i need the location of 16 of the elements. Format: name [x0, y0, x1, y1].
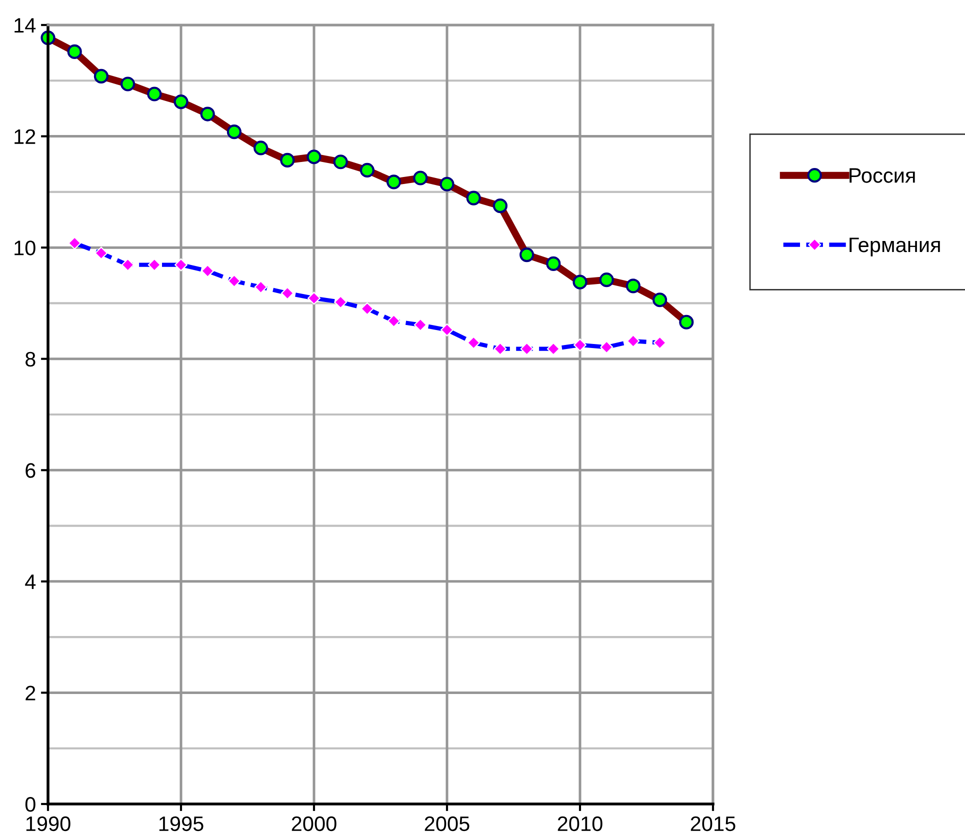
- y-tick-label: 6: [26, 463, 36, 478]
- y-tick-label: 12: [14, 129, 36, 144]
- legend-label: Россия: [850, 168, 915, 183]
- x-tick-label: 2005: [424, 816, 470, 832]
- y-tick-label: 10: [14, 240, 36, 256]
- x-tick-label: 2010: [558, 816, 602, 832]
- y-tick-label: 0: [25, 797, 36, 812]
- y-tick-label: 4: [25, 574, 36, 589]
- x-tick-label: 1995: [159, 816, 204, 832]
- y-tick-label: 2: [26, 686, 36, 700]
- x-tick-label: 2015: [690, 816, 736, 832]
- y-tick-label: 8: [26, 352, 36, 367]
- x-tick-label: 2000: [292, 816, 336, 832]
- x-tick-label: 1990: [26, 816, 70, 832]
- y-tick-label: 14: [14, 18, 36, 33]
- legend-label: Германия: [850, 238, 940, 256]
